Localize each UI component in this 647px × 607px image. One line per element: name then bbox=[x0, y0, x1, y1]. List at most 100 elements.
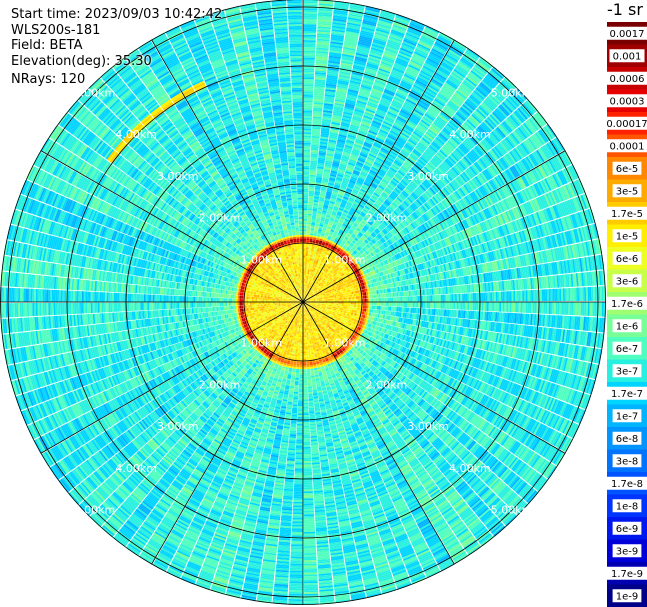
range-gate-cell bbox=[305, 288, 307, 290]
range-gate-cell bbox=[318, 10, 333, 14]
range-gate-cell bbox=[332, 113, 343, 117]
range-gate-cell bbox=[333, 6, 349, 10]
range-gate-cell bbox=[323, 169, 331, 173]
range-gate-cell bbox=[326, 149, 335, 153]
range-gate-cell bbox=[329, 132, 339, 136]
range-gate-cell bbox=[303, 15, 317, 18]
range-gate-cell bbox=[325, 90, 336, 94]
range-gate-cell bbox=[308, 197, 314, 200]
range-gate-cell bbox=[304, 273, 306, 276]
range-gate-cell bbox=[313, 261, 316, 264]
range-gate-cell bbox=[315, 63, 328, 66]
range-gate-cell bbox=[310, 157, 318, 160]
range-gate-cell bbox=[352, 296, 355, 300]
range-gate-cell bbox=[334, 101, 345, 105]
range-gate-cell bbox=[347, 18, 362, 23]
range-gate-cell bbox=[310, 153, 318, 156]
range-gate-cell bbox=[349, 4, 365, 10]
range-gate-cell bbox=[334, 102, 345, 107]
range-gate-cell bbox=[303, 59, 315, 62]
range-gate-cell bbox=[325, 194, 331, 198]
range-gate-cell bbox=[329, 296, 331, 298]
range-gate-cell bbox=[319, 145, 328, 149]
range-gate-cell bbox=[324, 201, 330, 205]
range-gate-cell bbox=[319, 238, 323, 242]
range-gate-cell bbox=[344, 38, 358, 43]
range-gate-cell bbox=[311, 134, 320, 137]
range-gate-cell bbox=[316, 42, 330, 45]
range-gate-cell bbox=[314, 75, 326, 79]
range-gate-cell bbox=[324, 199, 330, 203]
range-gate-cell bbox=[308, 252, 311, 255]
range-gate-cell bbox=[304, 280, 306, 283]
range-gate-cell bbox=[305, 275, 308, 278]
range-gate-cell bbox=[303, 185, 309, 188]
range-gate-cell bbox=[313, 198, 319, 201]
range-gate-cell bbox=[308, 263, 311, 266]
range-gate-cell bbox=[324, 298, 326, 300]
range-gate-cell bbox=[363, 16, 378, 22]
range-gate-cell bbox=[317, 22, 332, 26]
range-gate-cell bbox=[328, 57, 341, 61]
range-gate-cell bbox=[329, 134, 338, 138]
range-gate-cell bbox=[303, 296, 305, 299]
data-sectors bbox=[0, 0, 606, 605]
range-gate-cell bbox=[315, 61, 328, 65]
range-gate-cell bbox=[327, 144, 336, 148]
range-gate-cell bbox=[303, 132, 312, 134]
range-gate-cell bbox=[332, 18, 347, 23]
range-gate-cell bbox=[332, 297, 335, 299]
range-gate-cell bbox=[303, 213, 308, 216]
range-gate-cell bbox=[303, 167, 310, 170]
range-gate-cell bbox=[303, 158, 310, 161]
range-gate-cell bbox=[303, 121, 312, 124]
range-gate-cell bbox=[354, 296, 356, 300]
range-gate-cell bbox=[312, 253, 316, 256]
range-gate-cell bbox=[334, 104, 344, 108]
range-gate-cell bbox=[303, 217, 308, 219]
range-gate-cell bbox=[314, 259, 317, 262]
range-gate-cell bbox=[311, 222, 316, 225]
range-gate-cell bbox=[337, 80, 349, 84]
range-gate-cell bbox=[346, 97, 357, 102]
range-gate-cell bbox=[360, 30, 374, 35]
range-gate-cell bbox=[330, 127, 340, 131]
range-gate-cell bbox=[366, 295, 369, 299]
range-gate-cell bbox=[314, 89, 325, 93]
range-gate-cell bbox=[341, 59, 354, 63]
range-gate-cell bbox=[328, 55, 341, 59]
range-gate-cell bbox=[310, 267, 312, 270]
range-gate-cell bbox=[331, 25, 346, 30]
range-gate-cell bbox=[303, 24, 317, 27]
range-gate-cell bbox=[303, 94, 314, 97]
range-gate-cell bbox=[308, 272, 311, 275]
range-gate-cell bbox=[316, 52, 329, 56]
range-gate-cell bbox=[313, 251, 317, 255]
range-gate-cell bbox=[321, 212, 327, 215]
range-gate-cell bbox=[346, 24, 361, 29]
range-gate-cell bbox=[316, 47, 329, 51]
range-gate-cell bbox=[316, 236, 321, 239]
range-gate-cell bbox=[324, 92, 336, 96]
range-gate-cell bbox=[376, 294, 379, 298]
range-gate-cell bbox=[354, 59, 367, 65]
range-gate-cell bbox=[303, 291, 305, 294]
range-gate-cell bbox=[348, 11, 363, 17]
range-gate-cell bbox=[322, 206, 328, 210]
range-gate-cell bbox=[303, 38, 316, 41]
range-gate-cell bbox=[336, 88, 348, 93]
range-gate-cell bbox=[303, 48, 316, 51]
range-gate-cell bbox=[330, 295, 333, 298]
range-gate-cell bbox=[303, 247, 306, 249]
range-gate-cell bbox=[303, 4, 318, 7]
range-gate-cell bbox=[318, 200, 324, 204]
range-gate-cell bbox=[312, 212, 317, 215]
range-gate-cell bbox=[320, 218, 325, 222]
range-gate-cell bbox=[310, 150, 319, 153]
range-gate-cell bbox=[326, 155, 334, 159]
range-gate-cell bbox=[321, 186, 327, 190]
range-gate-cell bbox=[320, 133, 329, 136]
range-gate-cell bbox=[329, 177, 336, 181]
range-gate-cell bbox=[304, 275, 306, 278]
range-gate-cell bbox=[311, 267, 314, 270]
